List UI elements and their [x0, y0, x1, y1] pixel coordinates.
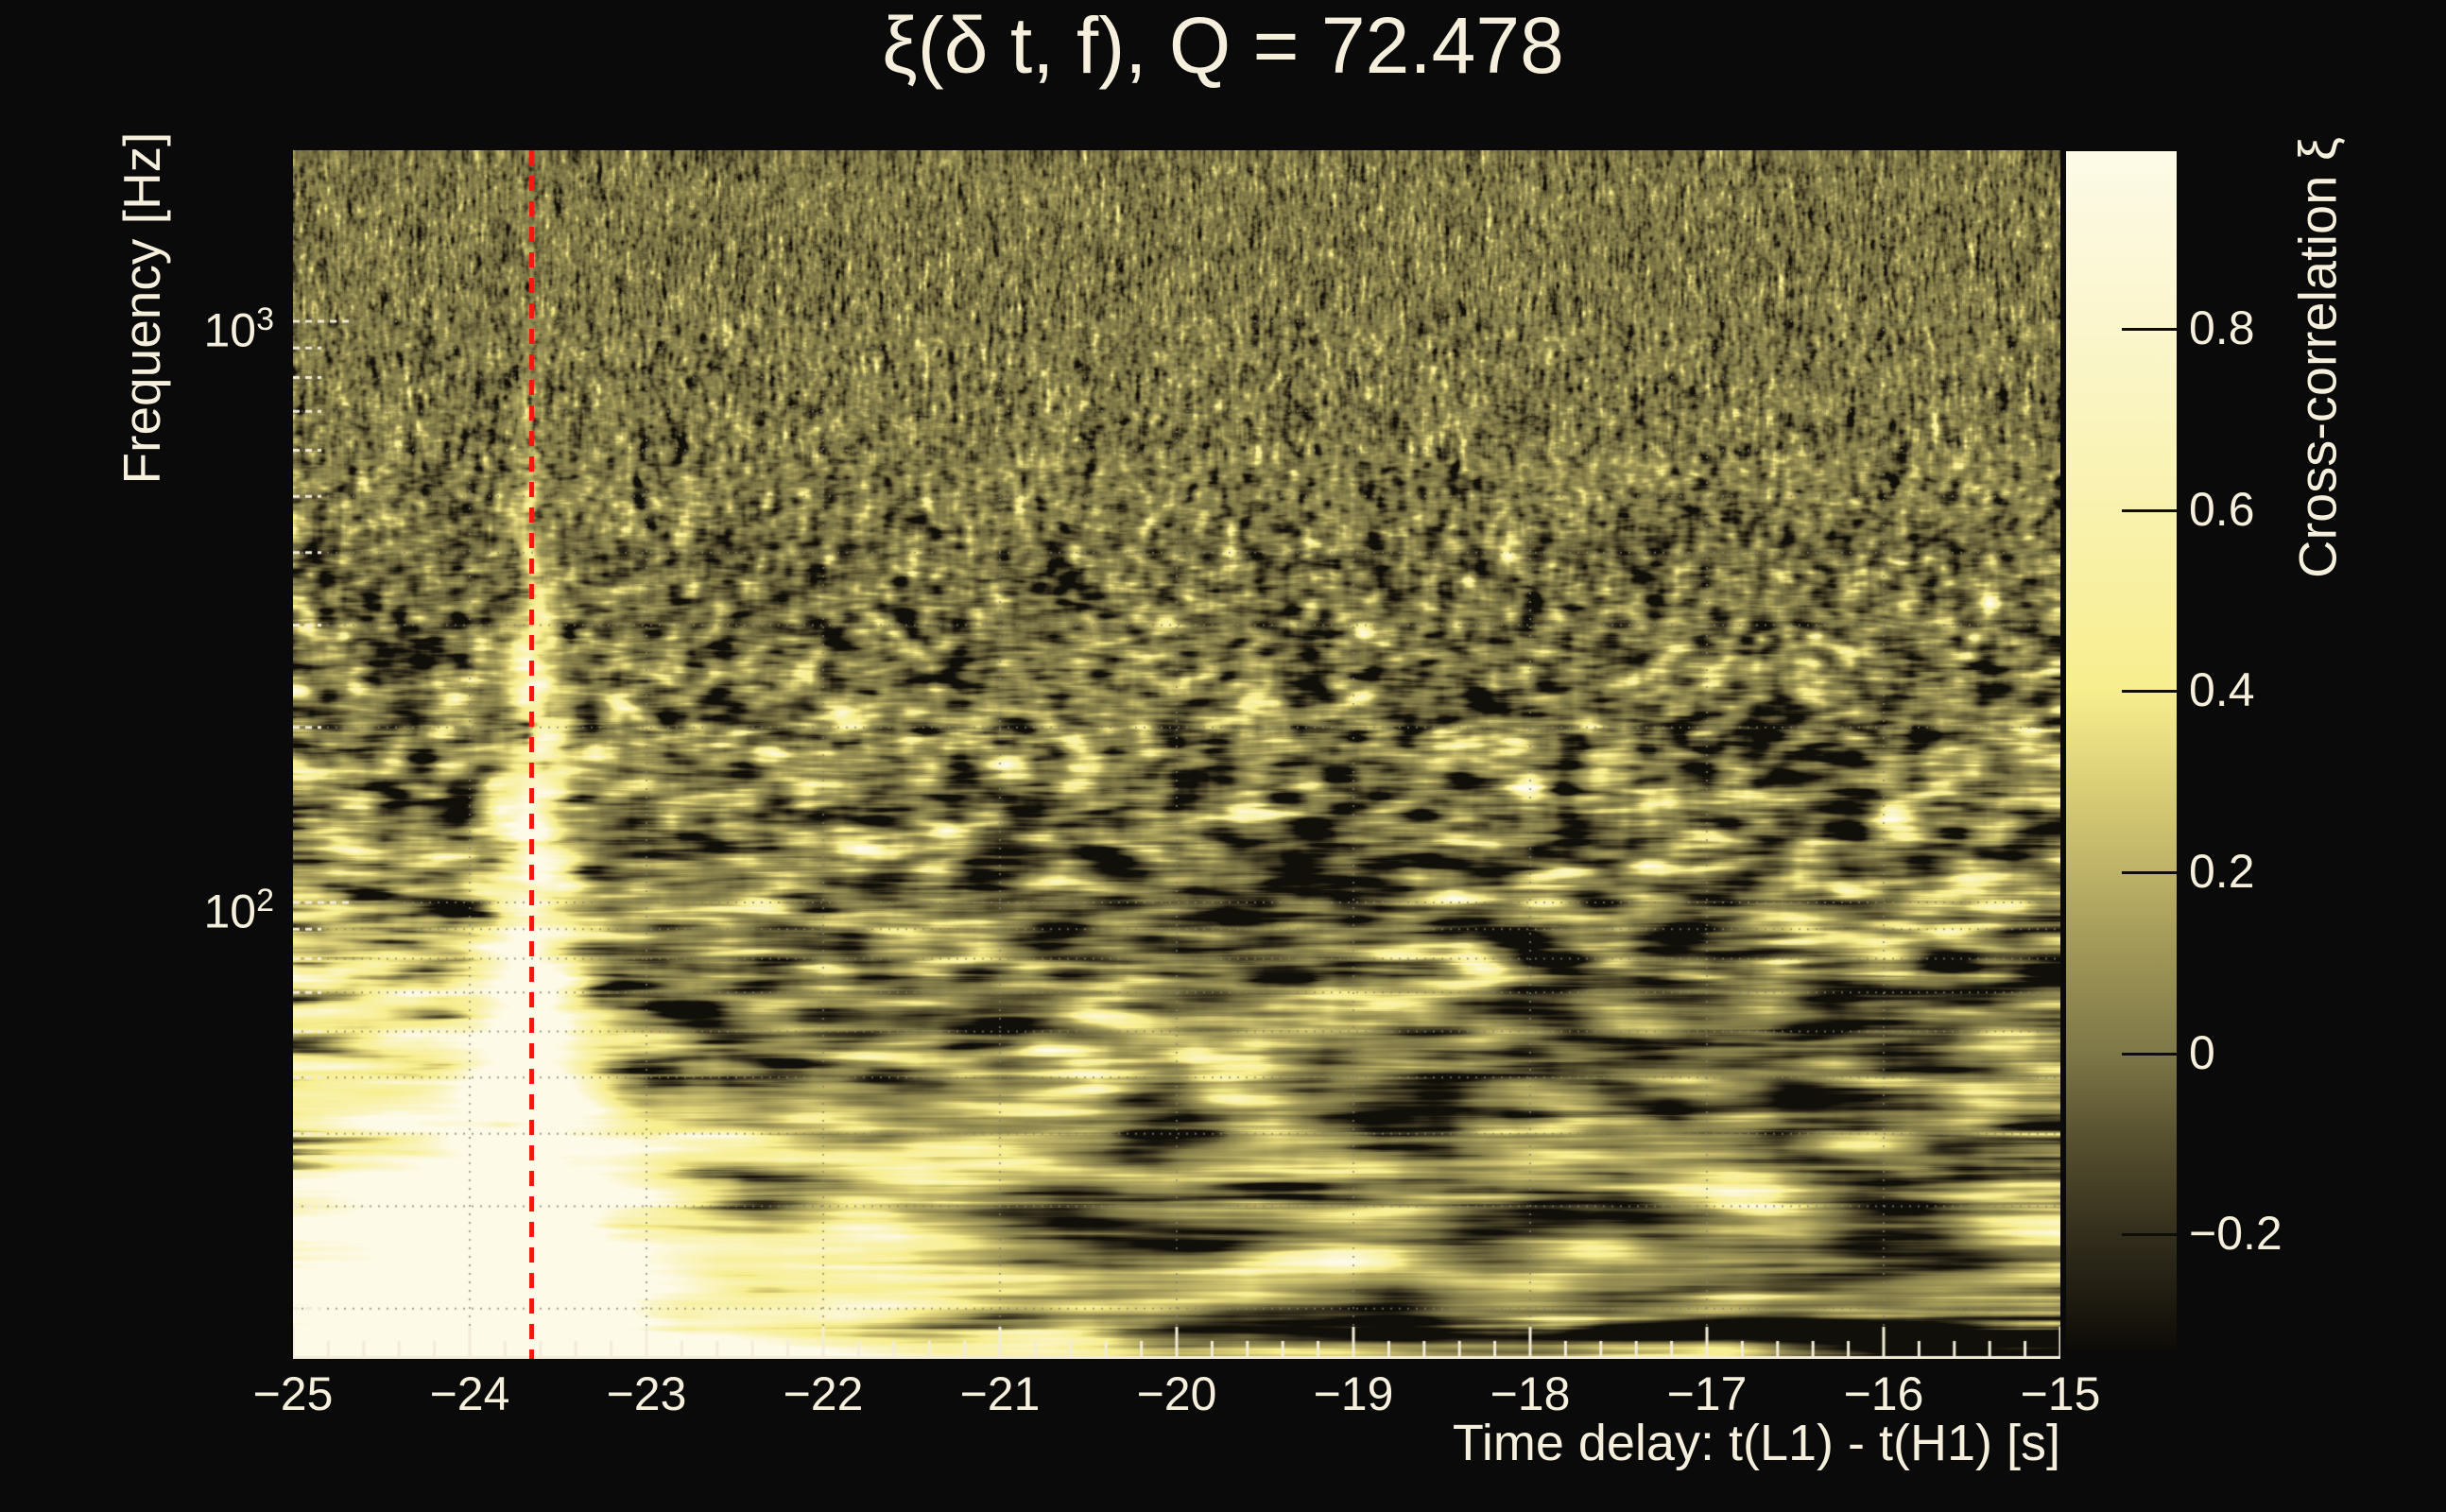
colorbar-tick-label: 0.6: [2189, 482, 2255, 536]
x-tick-label: −24: [429, 1367, 510, 1420]
x-tick-label: −22: [783, 1367, 864, 1420]
colorbar-tick-label: −0.2: [2189, 1207, 2282, 1261]
y-tick-label: 103: [203, 301, 274, 357]
colorbar-tick-label: 0: [2189, 1025, 2215, 1079]
colorbar-tick-mark: [2122, 508, 2177, 512]
colorbar-tick-label: 0.2: [2189, 844, 2255, 898]
x-tick-label: −18: [1490, 1367, 1571, 1420]
colorbar: [2066, 151, 2177, 1351]
colorbar-title: Cross-correlation ξ: [2287, 137, 2348, 578]
x-tick-label: −15: [2020, 1367, 2101, 1420]
y-tick-label: 102: [203, 883, 274, 938]
x-axis-title: Time delay: t(L1) - t(H1) [s]: [1452, 1415, 2060, 1471]
colorbar-tick-mark: [2122, 870, 2177, 874]
x-tick-label: −16: [1843, 1367, 1924, 1420]
x-tick-label: −23: [606, 1367, 687, 1420]
colorbar-tick-mark: [2122, 327, 2177, 331]
colorbar-tick-mark: [2122, 1052, 2177, 1056]
colorbar-tick-label: 0.4: [2189, 663, 2255, 717]
spectrogram-canvas: [293, 150, 2060, 1359]
x-tick-label: −20: [1136, 1367, 1217, 1420]
colorbar-tick-mark: [2122, 690, 2177, 694]
x-tick-label: −25: [252, 1367, 334, 1420]
colorbar-tick-mark: [2122, 1233, 2177, 1237]
chart-title: ξ(δ t, f), Q = 72.478: [882, 1, 1564, 90]
colorbar-tick-label: 0.8: [2189, 301, 2255, 354]
x-tick-label: −17: [1666, 1367, 1748, 1420]
x-tick-label: −21: [959, 1367, 1041, 1420]
x-tick-label: −19: [1313, 1367, 1394, 1420]
marker-line: [529, 150, 535, 1359]
